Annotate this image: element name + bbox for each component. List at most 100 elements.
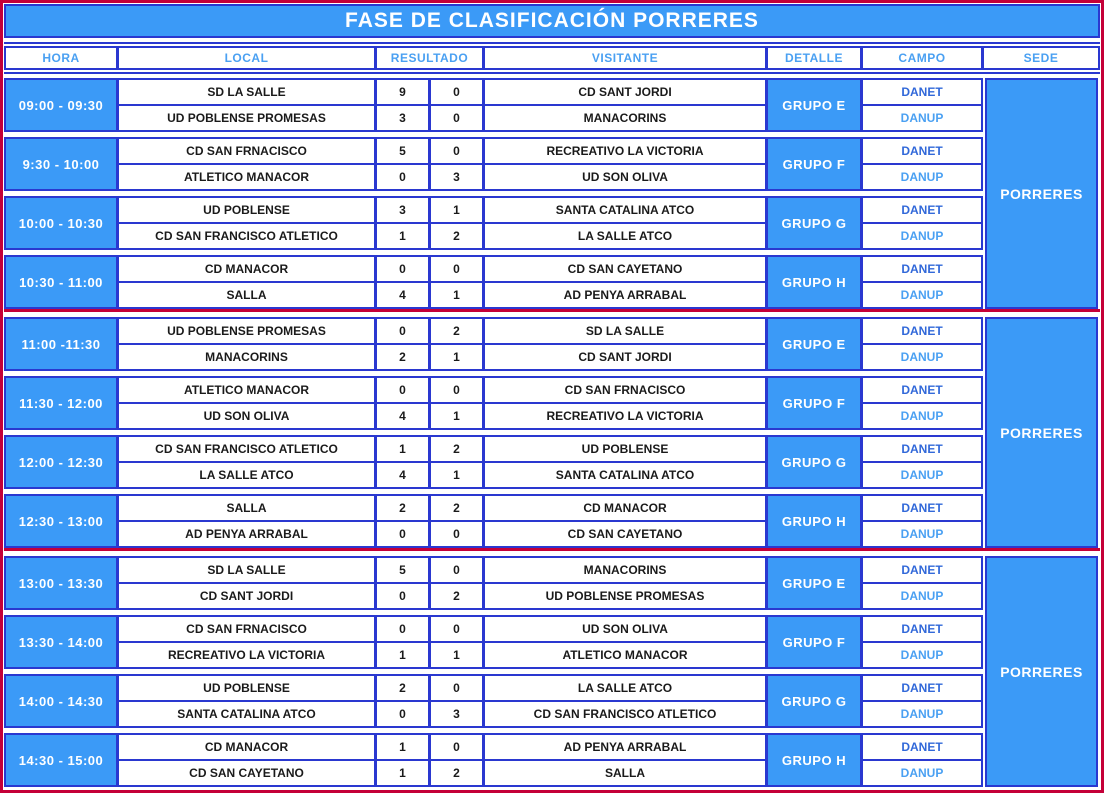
match-block: 14:00 - 14:30 UD POBLENSE 2 0 LA SALLE A… xyxy=(4,674,983,728)
local-team-1: CD SAN FRANCISCO ATLETICO xyxy=(119,224,374,248)
group-cell: GRUPO E xyxy=(768,558,860,608)
campo-danet: DANET xyxy=(863,198,981,222)
score-away-1: 3 xyxy=(431,702,482,726)
visitante-team-1: UD POBLENSE PROMESAS xyxy=(485,584,765,608)
score-away-1: 2 xyxy=(431,584,482,608)
match-block: 13:30 - 14:00 CD SAN FRNACISCO 0 0 UD SO… xyxy=(4,615,983,669)
visitante-team-1: CD SAN CAYETANO xyxy=(485,522,765,546)
score-away-1: 1 xyxy=(431,463,482,487)
match-block: 09:00 - 09:30 SD LA SALLE 9 0 CD SANT JO… xyxy=(4,78,983,132)
campo-danet: DANET xyxy=(863,437,981,461)
score-home-0: 1 xyxy=(377,437,428,461)
score-away-1: 0 xyxy=(431,522,482,546)
local-team-0: CD SAN FRNACISCO xyxy=(119,617,374,641)
blocks-container: 09:00 - 09:30 SD LA SALLE 9 0 CD SANT JO… xyxy=(4,78,983,309)
campo-danet: DANET xyxy=(863,80,981,104)
local-team-0: SALLA xyxy=(119,496,374,520)
visitante-team-0: UD SON OLIVA xyxy=(485,617,765,641)
local-team-0: CD SAN FRANCISCO ATLETICO xyxy=(119,437,374,461)
score-away-1: 1 xyxy=(431,643,482,667)
score-home-0: 9 xyxy=(377,80,428,104)
score-away-0: 0 xyxy=(431,80,482,104)
score-home-1: 1 xyxy=(377,224,428,248)
visitante-team-1: ATLETICO MANACOR xyxy=(485,643,765,667)
session-group: 13:00 - 13:30 SD LA SALLE 5 0 MANACORINS… xyxy=(4,556,1100,787)
score-away-1: 1 xyxy=(431,404,482,428)
visitante-team-1: MANACORINS xyxy=(485,106,765,130)
time-cell: 10:30 - 11:00 xyxy=(6,257,116,307)
local-team-0: CD SAN FRNACISCO xyxy=(119,139,374,163)
score-away-0: 0 xyxy=(431,378,482,402)
blocks-container: 11:00 -11:30 UD POBLENSE PROMESAS 0 2 SD… xyxy=(4,317,983,548)
score-away-1: 2 xyxy=(431,761,482,785)
visitante-team-0: CD MANACOR xyxy=(485,496,765,520)
group-cell: GRUPO F xyxy=(768,617,860,667)
score-home-0: 0 xyxy=(377,257,428,281)
local-team-1: RECREATIVO LA VICTORIA xyxy=(119,643,374,667)
group-cell: GRUPO F xyxy=(768,378,860,428)
local-team-0: UD POBLENSE PROMESAS xyxy=(119,319,374,343)
group-cell: GRUPO G xyxy=(768,437,860,487)
campo-danet: DANET xyxy=(863,496,981,520)
score-home-0: 0 xyxy=(377,319,428,343)
visitante-team-0: AD PENYA ARRABAL xyxy=(485,735,765,759)
match-block: 13:00 - 13:30 SD LA SALLE 5 0 MANACORINS… xyxy=(4,556,983,610)
visitante-team-0: LA SALLE ATCO xyxy=(485,676,765,700)
score-away-0: 0 xyxy=(431,139,482,163)
score-home-0: 2 xyxy=(377,676,428,700)
campo-danet: DANET xyxy=(863,735,981,759)
time-cell: 14:00 - 14:30 xyxy=(6,676,116,726)
local-team-0: SD LA SALLE xyxy=(119,558,374,582)
visitante-team-0: MANACORINS xyxy=(485,558,765,582)
column-header-visitante: VISITANTE xyxy=(485,48,765,68)
score-away-1: 1 xyxy=(431,345,482,369)
group-cell: GRUPO F xyxy=(768,139,860,189)
visitante-team-1: SANTA CATALINA ATCO xyxy=(485,463,765,487)
match-block: 10:30 - 11:00 CD MANACOR 0 0 CD SAN CAYE… xyxy=(4,255,983,309)
campo-danup: DANUP xyxy=(863,584,981,608)
time-cell: 11:30 - 12:00 xyxy=(6,378,116,428)
match-block: 10:00 - 10:30 UD POBLENSE 3 1 SANTA CATA… xyxy=(4,196,983,250)
column-header-resultado: RESULTADO xyxy=(377,48,482,68)
local-team-1: SANTA CATALINA ATCO xyxy=(119,702,374,726)
score-home-0: 5 xyxy=(377,558,428,582)
campo-danup: DANUP xyxy=(863,106,981,130)
visitante-team-1: UD SON OLIVA xyxy=(485,165,765,189)
local-team-1: LA SALLE ATCO xyxy=(119,463,374,487)
table-header-row: HORA LOCAL RESULTADO VISITANTE DETALLE C… xyxy=(4,46,1100,70)
score-away-0: 2 xyxy=(431,496,482,520)
column-header-hora: HORA xyxy=(6,48,116,68)
score-away-0: 0 xyxy=(431,735,482,759)
column-header-sede: SEDE xyxy=(984,48,1098,68)
time-cell: 10:00 - 10:30 xyxy=(6,198,116,248)
score-home-1: 0 xyxy=(377,702,428,726)
match-block: 12:30 - 13:00 SALLA 2 2 CD MANACOR GRUPO… xyxy=(4,494,983,548)
match-block: 12:00 - 12:30 CD SAN FRANCISCO ATLETICO … xyxy=(4,435,983,489)
time-cell: 13:00 - 13:30 xyxy=(6,558,116,608)
local-team-0: UD POBLENSE xyxy=(119,676,374,700)
campo-danup: DANUP xyxy=(863,404,981,428)
score-home-1: 1 xyxy=(377,643,428,667)
campo-danup: DANUP xyxy=(863,643,981,667)
local-team-1: SALLA xyxy=(119,283,374,307)
visitante-team-0: CD SAN CAYETANO xyxy=(485,257,765,281)
group-cell: GRUPO H xyxy=(768,735,860,785)
score-home-0: 3 xyxy=(377,198,428,222)
score-away-1: 0 xyxy=(431,106,482,130)
group-cell: GRUPO G xyxy=(768,676,860,726)
local-team-1: UD POBLENSE PROMESAS xyxy=(119,106,374,130)
local-team-0: CD MANACOR xyxy=(119,735,374,759)
score-away-0: 0 xyxy=(431,676,482,700)
visitante-team-0: CD SAN FRNACISCO xyxy=(485,378,765,402)
campo-danup: DANUP xyxy=(863,283,981,307)
local-team-0: CD MANACOR xyxy=(119,257,374,281)
column-header-local: LOCAL xyxy=(119,48,374,68)
match-block: 11:00 -11:30 UD POBLENSE PROMESAS 0 2 SD… xyxy=(4,317,983,371)
visitante-team-0: SD LA SALLE xyxy=(485,319,765,343)
time-cell: 12:30 - 13:00 xyxy=(6,496,116,546)
group-cell: GRUPO G xyxy=(768,198,860,248)
time-cell: 13:30 - 14:00 xyxy=(6,617,116,667)
score-away-0: 2 xyxy=(431,437,482,461)
group-cell: GRUPO H xyxy=(768,257,860,307)
score-away-0: 2 xyxy=(431,319,482,343)
